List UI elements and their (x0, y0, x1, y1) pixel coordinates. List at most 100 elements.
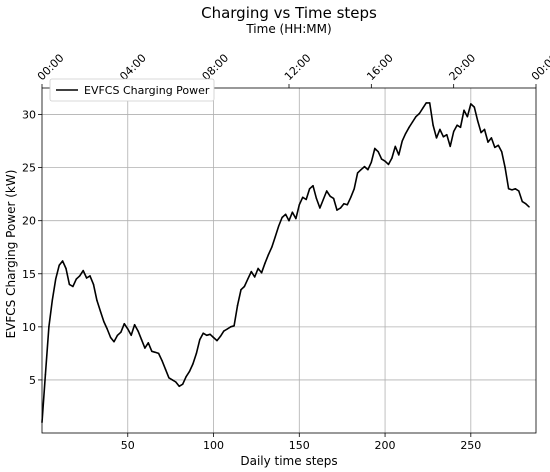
data-point (446, 134, 448, 136)
data-point (212, 336, 215, 339)
data-point (514, 188, 517, 190)
data-point (185, 376, 187, 378)
data-point (171, 379, 174, 381)
y-axis-label: EVFCS Charging Power (kW) (4, 170, 18, 339)
data-point (68, 283, 71, 286)
data-point (315, 197, 318, 200)
data-point (254, 276, 256, 278)
top-tick-label: 04:00 (117, 52, 149, 84)
data-point (72, 285, 74, 288)
data-point (453, 130, 455, 133)
data-point (336, 209, 338, 211)
data-point (312, 185, 314, 187)
data-point (404, 132, 407, 135)
data-point (339, 207, 342, 209)
data-point (295, 217, 297, 220)
data-point (429, 102, 431, 104)
data-point (435, 137, 438, 139)
data-point (65, 267, 67, 270)
data-point (51, 299, 53, 301)
data-point (394, 145, 396, 148)
data-point (127, 328, 129, 330)
data-point (370, 161, 372, 163)
data-point (85, 277, 88, 279)
data-point (202, 332, 204, 334)
data-point (360, 169, 362, 171)
data-point (439, 128, 441, 131)
data-point (89, 275, 91, 277)
y-tick-label: 20 (22, 215, 36, 228)
data-point (302, 196, 304, 198)
data-point (247, 278, 249, 280)
data-point (137, 330, 139, 332)
data-point (164, 368, 167, 370)
data-point (384, 160, 386, 162)
data-point (223, 330, 225, 332)
chart-header: Charging vs Time steps Time (HH:MM) (201, 4, 377, 36)
data-point (480, 131, 482, 134)
data-point (264, 262, 266, 264)
data-point (219, 335, 222, 338)
data-point (199, 338, 201, 341)
data-point (288, 220, 290, 222)
x-tick-label: 150 (289, 439, 310, 452)
top-axis-label: Time (HH:MM) (245, 22, 331, 36)
data-point (525, 203, 527, 205)
data-point (192, 363, 194, 365)
data-point (216, 339, 218, 342)
x-axis-label: Daily time steps (240, 454, 337, 468)
data-point (92, 283, 95, 286)
data-point (58, 264, 60, 266)
x-tick-label: 100 (203, 439, 224, 452)
data-point (408, 126, 410, 128)
data-point (466, 116, 469, 118)
data-point (442, 136, 445, 138)
data-point (463, 109, 465, 112)
data-point (267, 254, 270, 256)
data-point (96, 299, 98, 301)
data-point (346, 204, 348, 206)
data-point (356, 172, 359, 174)
data-point (284, 213, 287, 215)
data-point (44, 373, 47, 376)
data-point (257, 267, 259, 270)
data-point (274, 235, 276, 238)
legend-label: EVFCS Charging Power (84, 84, 210, 97)
data-point (387, 163, 390, 166)
y-tick-label: 25 (22, 162, 36, 175)
x-tick-label: 250 (460, 439, 481, 452)
data-point (99, 310, 102, 312)
data-point (230, 326, 232, 328)
data-point (48, 326, 50, 328)
data-point (432, 124, 434, 126)
data-point (497, 144, 499, 146)
data-point (401, 140, 403, 142)
data-point (470, 103, 472, 105)
top-tick-label: 00:00 (35, 52, 67, 84)
data-point (55, 278, 57, 280)
data-point (305, 198, 307, 201)
data-point (154, 351, 156, 353)
data-point (494, 146, 496, 149)
data-point (329, 195, 331, 197)
data-point (415, 116, 417, 118)
data-point (123, 323, 126, 325)
data-point (82, 269, 84, 272)
data-point (151, 350, 153, 352)
data-point (501, 151, 503, 153)
series-layer (41, 102, 530, 424)
data-point (75, 278, 78, 280)
data-point (425, 102, 427, 104)
top-tick-label: 00:00 (529, 52, 550, 84)
chart-title: Charging vs Time steps (201, 4, 377, 22)
data-point (240, 289, 242, 291)
data-point (504, 166, 506, 169)
data-point (326, 190, 328, 192)
data-point (511, 189, 513, 191)
data-point (157, 352, 160, 355)
data-point (130, 334, 132, 336)
data-point (103, 320, 105, 323)
data-point (377, 151, 379, 153)
data-point (178, 385, 180, 387)
